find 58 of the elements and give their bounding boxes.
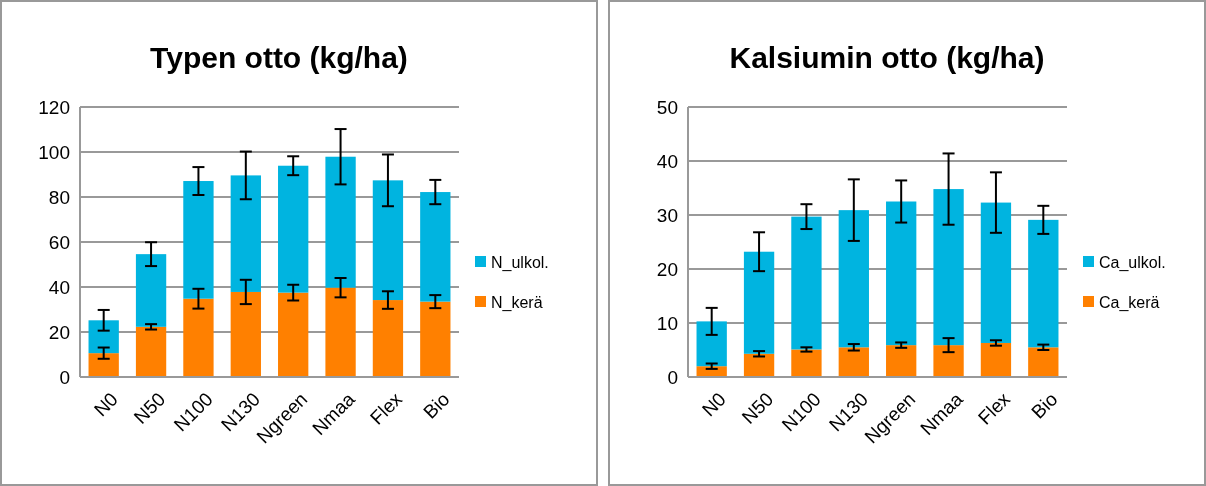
y-tick-label: 50 bbox=[656, 96, 678, 118]
bar bbox=[183, 298, 214, 377]
y-tick-label: 60 bbox=[48, 231, 70, 253]
bar bbox=[980, 342, 1012, 377]
bar bbox=[183, 181, 214, 299]
bar bbox=[420, 301, 451, 377]
bar bbox=[838, 347, 869, 377]
bar bbox=[372, 180, 404, 301]
bar bbox=[88, 353, 119, 377]
bar bbox=[88, 320, 119, 354]
bar bbox=[933, 345, 964, 377]
legend-label: Ca_kerä bbox=[1099, 293, 1160, 312]
bar bbox=[886, 345, 917, 377]
y-tick-label: 0 bbox=[59, 366, 70, 388]
bar bbox=[230, 175, 261, 292]
x-tick-label: Bio bbox=[419, 388, 454, 423]
x-tick-label: N50 bbox=[737, 388, 778, 428]
bar bbox=[325, 287, 356, 377]
bar bbox=[743, 251, 775, 354]
bar bbox=[420, 192, 451, 302]
bar bbox=[278, 292, 309, 377]
bar bbox=[230, 291, 261, 377]
y-tick-label: 0 bbox=[667, 366, 678, 388]
bar bbox=[933, 189, 964, 346]
x-tick-label: N0 bbox=[697, 388, 730, 421]
x-tick-label: Flex bbox=[973, 388, 1015, 429]
bar bbox=[135, 326, 167, 377]
x-tick-label: Bio bbox=[1027, 388, 1062, 423]
bar bbox=[1028, 219, 1059, 348]
x-tick-label: Flex bbox=[365, 388, 407, 429]
bar bbox=[1028, 347, 1059, 377]
bar bbox=[791, 349, 822, 377]
y-tick-label: 100 bbox=[38, 141, 70, 163]
bar bbox=[325, 156, 356, 288]
y-tick-label: 10 bbox=[656, 312, 678, 334]
bar bbox=[838, 210, 869, 348]
y-tick-label: 20 bbox=[656, 258, 678, 280]
bar bbox=[791, 216, 822, 350]
x-tick-label: N50 bbox=[129, 388, 170, 428]
x-tick-label: N0 bbox=[89, 388, 122, 421]
legend-label: N_kerä bbox=[491, 293, 543, 312]
bar bbox=[135, 254, 167, 327]
legend-label: Ca_ulkol. bbox=[1099, 253, 1166, 272]
bar bbox=[980, 202, 1012, 343]
y-tick-label: 20 bbox=[48, 321, 70, 343]
y-tick-label: 40 bbox=[48, 276, 70, 298]
bar bbox=[372, 300, 404, 377]
chart-title: Typen otto (kg/ha) bbox=[150, 41, 408, 74]
y-tick-label: 40 bbox=[656, 150, 678, 172]
y-tick-label: 30 bbox=[656, 204, 678, 226]
bar bbox=[743, 353, 775, 377]
bar bbox=[696, 321, 727, 367]
bar bbox=[278, 165, 309, 293]
y-tick-label: 120 bbox=[38, 96, 70, 118]
chart-title: Kalsiumin otto (kg/ha) bbox=[729, 41, 1045, 74]
y-tick-label: 80 bbox=[48, 186, 70, 208]
bar bbox=[886, 201, 917, 346]
legend-label: N_ulkol. bbox=[491, 253, 549, 272]
